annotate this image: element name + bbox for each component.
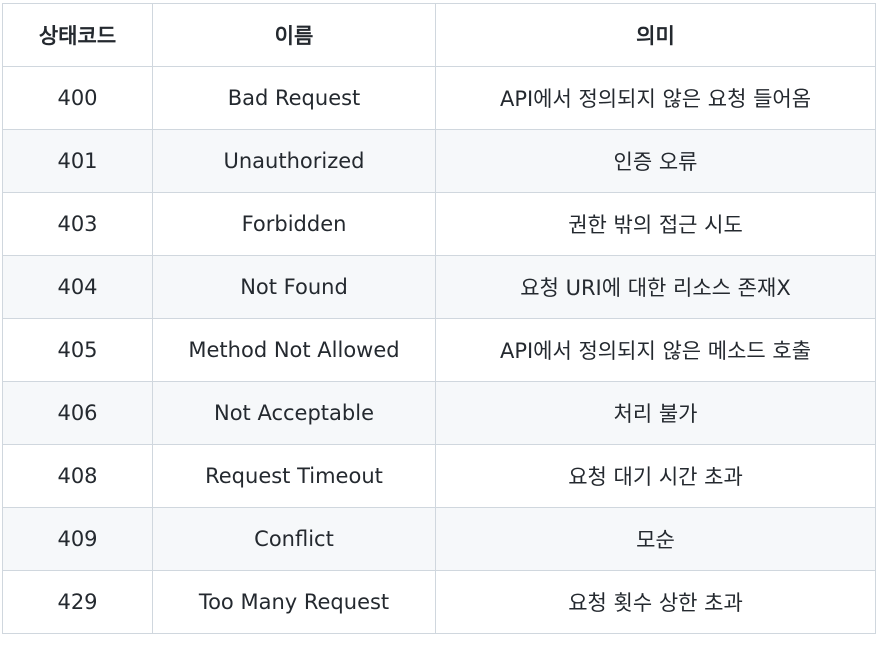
table-row: 403 Forbidden 권한 밖의 접근 시도 <box>2 192 876 256</box>
status-name-cell: Too Many Request <box>152 570 436 634</box>
status-meaning-cell: 권한 밖의 접근 시도 <box>435 192 876 256</box>
header-status-code: 상태코드 <box>2 3 153 67</box>
status-code-cell: 409 <box>2 507 153 571</box>
table-row: 429 Too Many Request 요청 횟수 상한 초과 <box>2 570 876 634</box>
status-meaning-cell: 요청 URI에 대한 리소스 존재X <box>435 255 876 319</box>
status-name-cell: Not Found <box>152 255 436 319</box>
table-row: 401 Unauthorized 인증 오류 <box>2 129 876 193</box>
status-code-cell: 404 <box>2 255 153 319</box>
status-code-table: 상태코드 이름 의미 400 Bad Request API에서 정의되지 않은… <box>2 3 876 634</box>
table-row: 404 Not Found 요청 URI에 대한 리소스 존재X <box>2 255 876 319</box>
status-name-cell: Bad Request <box>152 66 436 130</box>
status-name-cell: Method Not Allowed <box>152 318 436 382</box>
status-code-cell: 408 <box>2 444 153 508</box>
status-code-cell: 406 <box>2 381 153 445</box>
table-header-row: 상태코드 이름 의미 <box>2 3 876 67</box>
table-row: 405 Method Not Allowed API에서 정의되지 않은 메소드… <box>2 318 876 382</box>
status-name-cell: Unauthorized <box>152 129 436 193</box>
table-row: 400 Bad Request API에서 정의되지 않은 요청 들어옴 <box>2 66 876 130</box>
status-code-cell: 401 <box>2 129 153 193</box>
status-name-cell: Forbidden <box>152 192 436 256</box>
header-name: 이름 <box>152 3 436 67</box>
status-meaning-cell: API에서 정의되지 않은 요청 들어옴 <box>435 66 876 130</box>
status-code-cell: 403 <box>2 192 153 256</box>
status-code-cell: 429 <box>2 570 153 634</box>
table-row: 408 Request Timeout 요청 대기 시간 초과 <box>2 444 876 508</box>
table-row: 406 Not Acceptable 처리 불가 <box>2 381 876 445</box>
status-meaning-cell: 요청 대기 시간 초과 <box>435 444 876 508</box>
status-meaning-cell: 처리 불가 <box>435 381 876 445</box>
status-name-cell: Not Acceptable <box>152 381 436 445</box>
status-meaning-cell: API에서 정의되지 않은 메소드 호출 <box>435 318 876 382</box>
status-code-cell: 400 <box>2 66 153 130</box>
table-row: 409 Conflict 모순 <box>2 507 876 571</box>
header-meaning: 의미 <box>435 3 876 67</box>
status-meaning-cell: 모순 <box>435 507 876 571</box>
status-meaning-cell: 요청 횟수 상한 초과 <box>435 570 876 634</box>
status-name-cell: Conflict <box>152 507 436 571</box>
status-meaning-cell: 인증 오류 <box>435 129 876 193</box>
status-name-cell: Request Timeout <box>152 444 436 508</box>
status-code-cell: 405 <box>2 318 153 382</box>
